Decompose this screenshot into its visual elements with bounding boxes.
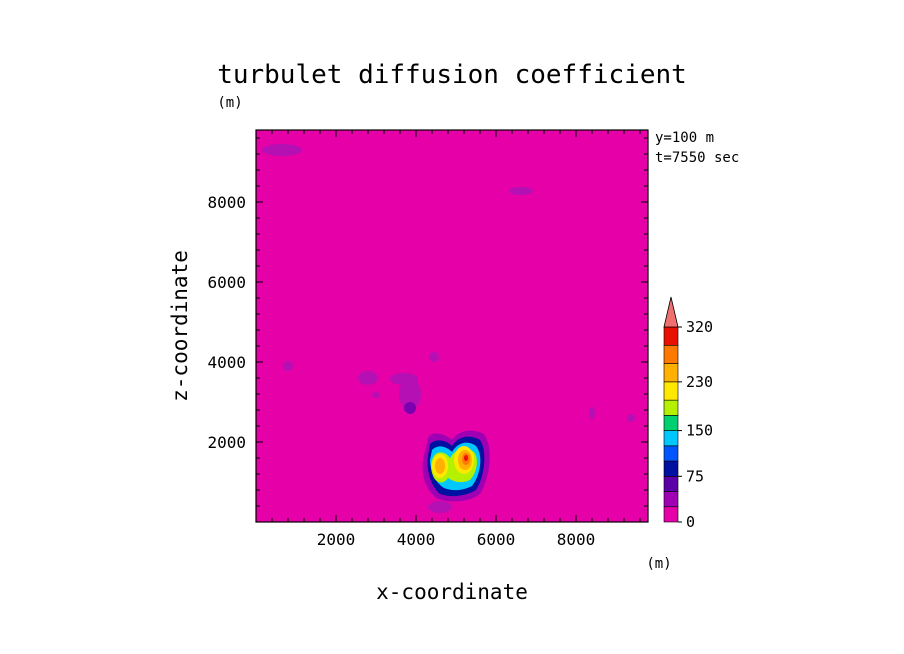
contour-blob [283,361,293,371]
y-axis-ticks: 2000 4000 6000 8000 [207,137,648,523]
x-tick-label: 2000 [317,530,356,549]
contour-blob [404,402,416,414]
chart-title: turbulet diffusion coefficient [217,60,687,90]
high-value-region [422,430,490,502]
y-axis-label: z-coordinate [168,250,192,402]
colorbar-swatch [663,326,679,346]
contour-blob [627,414,635,422]
colorbar-swatch [663,363,679,383]
plot-frame [255,129,649,523]
colorbar-extend-arrow [663,296,679,328]
colorbar-swatch [663,445,679,462]
colorbar-swatch [663,460,679,477]
y-tick-label: 6000 [207,273,246,292]
colorbar-label: 75 [686,467,704,485]
colorbar-label: 0 [686,513,695,531]
colorbar-swatch [663,506,679,523]
contour-blob [589,407,595,419]
x-tick-label: 6000 [477,530,516,549]
x-unit-label: (m) [646,556,671,572]
x-axis-ticks: 2000 4000 6000 8000 [255,130,641,549]
colorbar-label: 320 [686,318,713,336]
contour-blob [399,378,421,410]
colorbar-swatch [663,475,679,492]
contour-blob [372,392,380,398]
y-unit-label: (m) [217,95,242,111]
colorbar-swatch [663,430,679,447]
contour-blob [262,144,302,156]
plot-area [256,130,648,522]
y-tick-label: 4000 [207,353,246,372]
x-tick-label: 8000 [557,530,596,549]
y-tick-label: 8000 [207,193,246,212]
low-value-regions [262,144,635,513]
colorbar-swatch [663,381,679,401]
annotation-t: t=7550 sec [655,150,739,166]
colorbar-swatch [663,344,679,364]
y-tick-label: 2000 [207,433,246,452]
contour-blob [358,371,378,385]
colorbar-swatch [663,491,679,508]
colorbar-swatch [663,399,679,416]
x-axis-label: x-coordinate [376,580,528,604]
colorbar: 0 75 150 230 320 [663,296,713,531]
contour-blob [429,352,439,362]
annotation-y: y=100 m [655,130,714,146]
contour-blob [509,187,533,195]
x-tick-label: 4000 [397,530,436,549]
contour-blob [428,501,452,513]
colorbar-swatch [663,415,679,431]
colorbar-label: 230 [686,373,713,391]
colorbar-label: 150 [686,422,713,440]
